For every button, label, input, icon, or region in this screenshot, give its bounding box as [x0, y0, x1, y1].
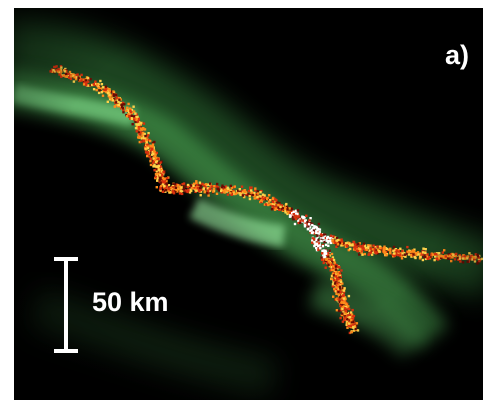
panel-label: a) [444, 40, 469, 70]
scale-bar [54, 257, 78, 353]
scale-bar-label: 50 km [92, 287, 169, 317]
aurora-image-panel: a) 50 km [14, 8, 483, 400]
aurora-photograph [14, 8, 483, 400]
